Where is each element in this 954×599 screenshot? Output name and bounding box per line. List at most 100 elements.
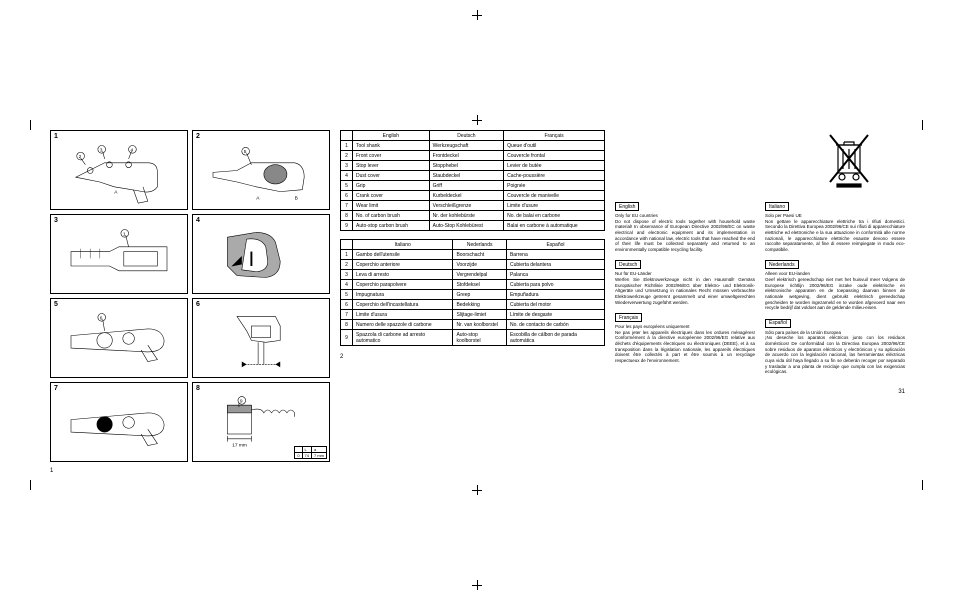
svg-text:A: A [256, 195, 260, 201]
table-cell: No. de balai en carbone [504, 211, 605, 221]
diagram-number: 2 [196, 133, 200, 140]
table-cell: Gambo dell'utensile [353, 250, 453, 260]
crop-mark [30, 120, 31, 130]
table-cell: Límite de desgaste [506, 310, 604, 320]
table-cell: Couvercle frontal [504, 151, 605, 161]
disposal-right-col: Italiano Solo per Paesi UENon gettare le… [765, 202, 905, 383]
diagram-panel-2: 2 5 A B [192, 130, 330, 210]
tool-diagram-icon [196, 302, 326, 374]
disposal-column: English Only for EU countriesDo not disp… [615, 130, 905, 474]
document-spread: 1 2 3 4 A 2 [50, 130, 905, 474]
crop-mark [477, 485, 478, 495]
table-cell: Numero delle spazzole di carbone [353, 320, 453, 330]
table-cell: 4 [341, 280, 353, 290]
weee-bin-icon [615, 130, 905, 192]
svg-text:3: 3 [100, 147, 103, 153]
disposal-text: Solo per Paesi UENon gettare le apparecc… [765, 213, 905, 252]
language-label: Español [765, 319, 791, 328]
table-cell: Escobilla de cálbon de parada automática [506, 330, 604, 346]
diagram-number: 7 [54, 385, 58, 392]
table-cell: Nr. der kohlebürste [429, 211, 503, 221]
table-row: 5GripGriffPoignée [341, 181, 605, 191]
svg-text:6: 6 [100, 315, 103, 321]
diagram-number: 6 [196, 301, 200, 308]
table-cell: Auto-stop koolborstel [453, 330, 507, 346]
diagram-grid: 1 2 3 4 A 2 [50, 130, 330, 462]
tool-diagram-icon: 1 [54, 218, 184, 290]
disposal-text: Alleen voor EU-landenGeef elektrisch ger… [765, 271, 905, 310]
table-row: 1Tool shankWerkzeugschaftQueue d'outil [341, 141, 605, 151]
table-cell: Kurbeldeckel [429, 191, 503, 201]
svg-text:2: 2 [79, 154, 82, 160]
table-row: 7Limite d'usuraSlijtage-limietLímite de … [341, 310, 605, 320]
diagram-number: 4 [196, 217, 200, 224]
table-cell: Frontdeckel [429, 151, 503, 161]
page-number: 2 [340, 354, 605, 360]
table-header: Deutsch [429, 131, 503, 141]
table-row: 6Coperchio dell'incastellaturaBedekkingC… [341, 300, 605, 310]
disposal-nederlands: Nederlands Alleen voor EU-landenGeef ele… [765, 260, 905, 310]
table-cell: No. of carbon brush [353, 211, 430, 221]
svg-text:9: 9 [240, 398, 243, 404]
tool-diagram-icon: 5 A B [196, 134, 326, 206]
diagram-number: 3 [54, 217, 58, 224]
table-cell: 3 [341, 161, 353, 171]
table-cell: Griff [429, 181, 503, 191]
disposal-espanol: Español Sólo para países de la Unión Eur… [765, 319, 905, 375]
table-cell: No. de contacto de carbón [506, 320, 604, 330]
disposal-left-col: English Only for EU countriesDo not disp… [615, 202, 755, 383]
table-cell: Couvercle de manivelle [504, 191, 605, 201]
tool-diagram-icon: 2 3 4 A [54, 134, 184, 206]
table-row: 3Stop leverStopphebelLevier de butée [341, 161, 605, 171]
table-row: 4Dust coverStaubdeckelCache-poussière [341, 171, 605, 181]
table-row: 2Coperchio anterioreVoorzijdeCubierta de… [341, 260, 605, 270]
disposal-text: Nur für EU-LänderWerfen Sie Elektrowerkz… [615, 271, 755, 305]
table-cell: 7 [341, 201, 353, 211]
table-cell: Front cover [353, 151, 430, 161]
table-cell: Coperchio parapolvere [353, 280, 453, 290]
table-header: Français [504, 131, 605, 141]
table-header [341, 131, 353, 141]
parts-table-1: EnglishDeutschFrançais1Tool shankWerkzeu… [340, 130, 605, 231]
crop-mark [477, 115, 478, 125]
table-header: Español [506, 240, 604, 250]
table-cell: 8 [341, 211, 353, 221]
table-cell: Voorzijde [453, 260, 507, 270]
table-cell: 1 [341, 141, 353, 151]
svg-text:B: B [295, 195, 298, 201]
table-cell: Balai en carbone à automatique [504, 221, 605, 231]
disposal-deutsch: Deutsch Nur für EU-LänderWerfen Sie Elek… [615, 260, 755, 305]
table-cell: Cache-poussière [504, 171, 605, 181]
table-cell: 9 [341, 221, 353, 231]
table-row: 9Spazzola di carbone ad arresto automati… [341, 330, 605, 346]
language-label: English [615, 202, 639, 211]
svg-text:1: 1 [123, 231, 126, 237]
table-cell: Palanca [506, 270, 604, 280]
table-cell: 4 [341, 171, 353, 181]
disposal-text: Only for EU countriesDo not dispose of e… [615, 213, 755, 252]
diagram-panel-7: 7 [50, 382, 188, 462]
svg-text:A: A [114, 190, 118, 196]
language-label: Nederlands [765, 260, 799, 269]
diagram-panel-8: 8 17 mm 9 La 0747 mm [192, 382, 330, 462]
table-row: 6Crank coverKurbeldeckelCouvercle de man… [341, 191, 605, 201]
svg-text:4: 4 [131, 147, 134, 153]
table-cell: Nr. van koolborstel [453, 320, 507, 330]
diagram-number: 8 [196, 385, 200, 392]
parts-tables-column: EnglishDeutschFrançais1Tool shankWerkzeu… [340, 130, 605, 474]
diagram-number: 1 [54, 133, 58, 140]
table-header [341, 240, 353, 250]
language-label: Italiano [765, 202, 789, 211]
table-row: 3Leva di arrestoVergrendelpalPalanca [341, 270, 605, 280]
table-cell: Limite d'usure [504, 201, 605, 211]
table-cell: Staubdeckel [429, 171, 503, 181]
table-cell: Coperchio dell'incastellatura [353, 300, 453, 310]
diagram-panel-6: 6 [192, 298, 330, 378]
table-cell: 9 [341, 330, 353, 346]
table-cell: 2 [341, 151, 353, 161]
crop-mark [30, 480, 31, 490]
table-row: 1Gambo dell'utensileBoorschachtBarrena [341, 250, 605, 260]
table-cell: Grip [353, 181, 430, 191]
table-cell: 8 [341, 320, 353, 330]
table-cell: Limite d'usura [353, 310, 453, 320]
